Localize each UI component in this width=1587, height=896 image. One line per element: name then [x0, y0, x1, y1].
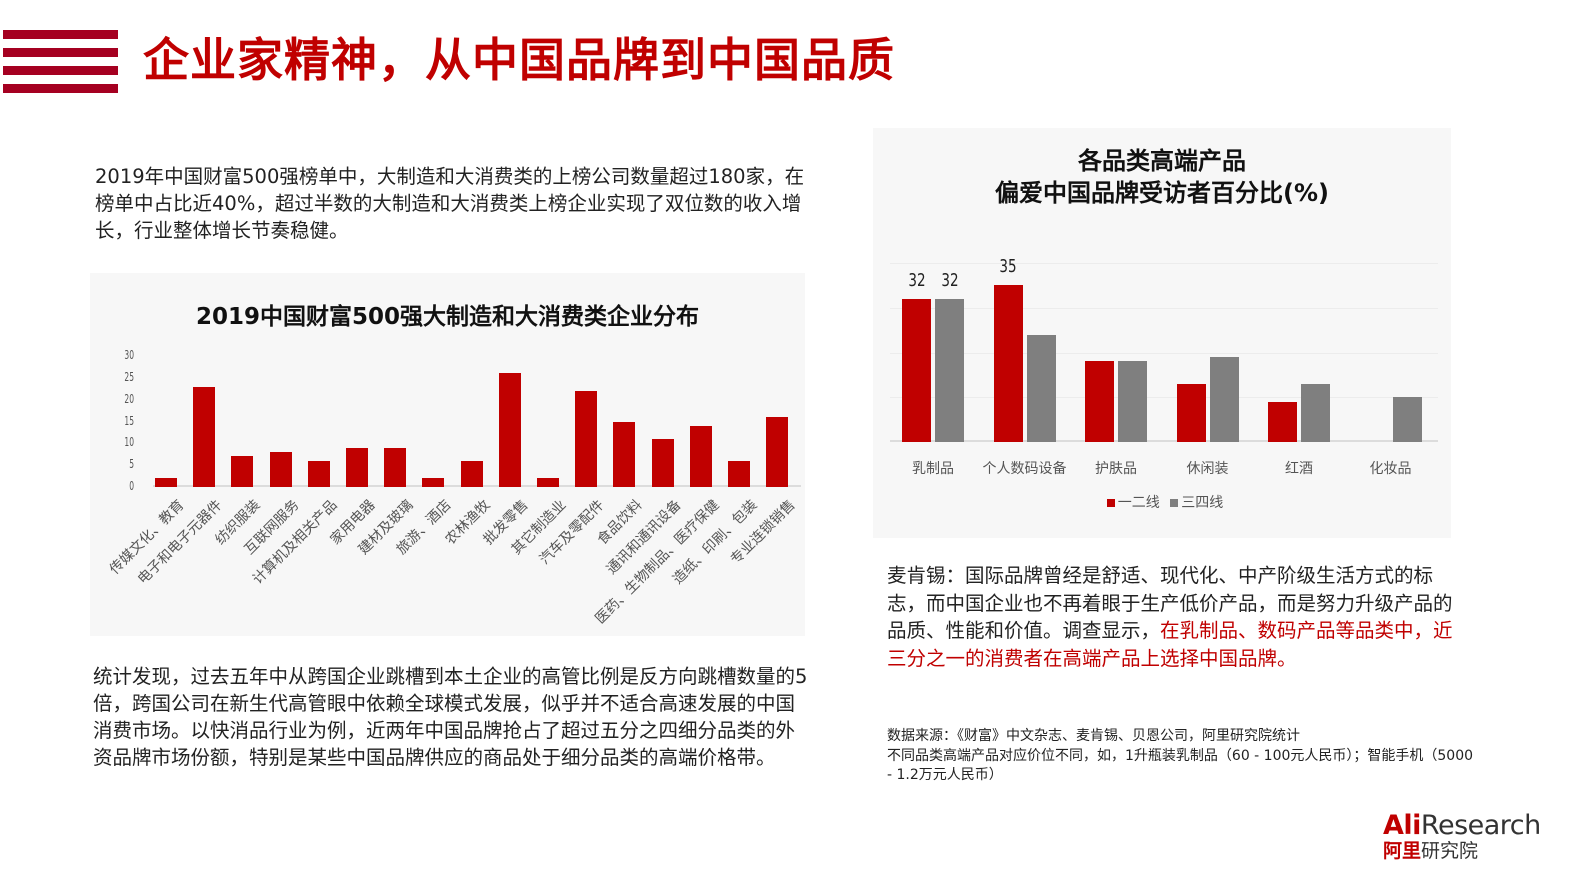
bar: [460, 460, 483, 487]
y-tick-label: 30: [124, 348, 134, 362]
plot-area: [153, 356, 801, 487]
bar-tier34: [1209, 356, 1239, 442]
x-tick-label: 护肤品: [1095, 461, 1137, 477]
x-tick-label: 红酒: [1285, 461, 1313, 477]
legend-label-tier34: 三四线: [1181, 495, 1224, 511]
bar-tier34: [1301, 383, 1330, 442]
bar: [193, 386, 216, 487]
data-label: 32: [907, 269, 926, 291]
bar: [384, 447, 407, 487]
bar: [537, 478, 559, 487]
bar: [269, 452, 292, 487]
data-label: 32: [940, 269, 959, 291]
y-tick-label: 25: [124, 369, 134, 384]
fortune500-chart: 2019中国财富500强大制造和大消费类企业分布 0 5 10 15 20 25 30 传媒…: [90, 273, 805, 636]
chart-legend: 一二线 三四线: [873, 492, 1451, 512]
bar-tier34: [935, 298, 964, 442]
chart-title: 2019中国财富500强大制造和大消费类企业分布: [195, 304, 700, 330]
header-stripes-decoration: [3, 30, 118, 94]
bar: [689, 425, 712, 487]
plot-area: 32 32 35: [890, 256, 1438, 442]
intro-paragraph: 2019年中国财富500强榜单中，大制造和大消费类的上榜公司数量超过180家，在…: [95, 165, 805, 242]
bar: [231, 456, 254, 487]
bar: [346, 447, 368, 487]
aliresearch-logo: AliResearch 阿里研究院: [1383, 810, 1541, 863]
source-notes: 数据来源：《财富》中文杂志、麦肯锡、贝恩公司，阿里研究院统计 不同品类高端产品对…: [887, 727, 1477, 786]
bar: [422, 478, 445, 487]
bar-tier34: [1392, 397, 1422, 442]
y-tick-label: 15: [124, 413, 134, 428]
bar-tier12: [1268, 401, 1297, 442]
bar-tier12: [1176, 383, 1206, 442]
y-tick-label: 5: [129, 457, 134, 472]
data-source: 数据来源：《财富》中文杂志、麦肯锡、贝恩公司，阿里研究院统计: [887, 728, 1300, 744]
bar-tier12: [902, 298, 931, 442]
y-tick-label: 20: [124, 391, 134, 406]
bar: [766, 417, 789, 487]
legend-swatch-tier34: [1170, 498, 1179, 507]
bar: [155, 478, 177, 487]
bar: [613, 421, 636, 487]
bar-tier12: [993, 285, 1023, 442]
legend-swatch-tier12: [1106, 498, 1115, 507]
legend-label-tier12: 一二线: [1117, 495, 1160, 511]
y-tick-label: 10: [124, 435, 134, 450]
chart-title: 各品类高端产品 偏爱中国品牌受访者百分比(%): [995, 147, 1329, 207]
bar-tier12: [1085, 361, 1114, 442]
bar: [498, 373, 521, 487]
x-tick-label: 化妆品: [1369, 461, 1412, 477]
bar: [728, 460, 750, 487]
brand-preference-chart: 各品类高端产品 偏爱中国品牌受访者百分比(%) 32 32 35 乳制品 个人数码设备…: [873, 128, 1451, 538]
bar-tier34: [1026, 334, 1056, 442]
data-label: 35: [999, 256, 1017, 278]
bar: [651, 438, 674, 487]
mckinsey-quote: 麦肯锡：国际品牌曾经是舒适、现代化、中产阶级生活方式的标志，而中国企业也不再着眼…: [887, 564, 1453, 670]
x-tick-label: 休闲装: [1186, 461, 1229, 477]
price-note: 不同品类高端产品对应价位不同，如，1升瓶装乳制品（60 - 100元人民币）；智…: [887, 747, 1474, 784]
x-tick-label: 乳制品: [912, 461, 954, 477]
page-title: 企业家精神，从中国品牌到中国品质: [143, 33, 895, 87]
conclusion-paragraph: 统计发现，过去五年中从跨国企业跳槽到本土企业的高管比例是反方向跳槽数量的5倍，跨…: [93, 665, 808, 769]
y-tick-label: 0: [129, 479, 134, 493]
x-tick-label: 个人数码设备: [982, 461, 1067, 477]
bar: [575, 390, 598, 487]
bar-tier34: [1118, 361, 1147, 442]
bar: [307, 460, 330, 487]
highlighted-finding: 在乳制品、数码产品等品类中，近三分之一的消费者在高端产品上选择中国品牌。: [887, 619, 1453, 670]
x-axis-line: [890, 440, 1438, 442]
